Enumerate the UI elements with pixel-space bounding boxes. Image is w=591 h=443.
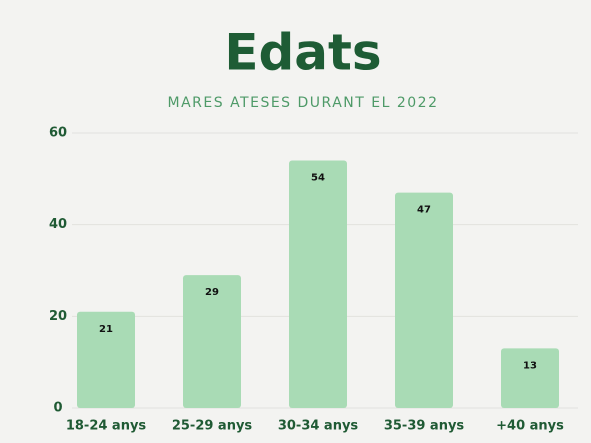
bar	[395, 192, 453, 408]
bar	[183, 275, 241, 408]
chart-subtitle: MARES ATESES DURANT EL 2022	[168, 95, 439, 111]
bar	[501, 348, 559, 408]
bar	[289, 160, 347, 408]
x-tick-label: +40 anys	[496, 419, 564, 434]
y-tick-label: 40	[49, 217, 67, 232]
x-tick-label: 25-29 anys	[172, 419, 253, 434]
x-tick-label: 18-24 anys	[66, 419, 147, 434]
x-tick-label: 35-39 anys	[384, 419, 465, 434]
chart-title: Edats	[224, 24, 381, 82]
bar	[77, 311, 135, 408]
x-tick-label: 30-34 anys	[278, 419, 359, 434]
value-label: 54	[311, 173, 325, 184]
y-tick-label: 0	[53, 401, 62, 416]
value-label: 13	[523, 360, 537, 371]
value-label: 29	[205, 287, 219, 298]
y-tick-label: 20	[49, 309, 67, 324]
value-label: 21	[99, 324, 113, 335]
value-label: 47	[417, 205, 431, 216]
y-tick-label: 60	[49, 126, 67, 141]
